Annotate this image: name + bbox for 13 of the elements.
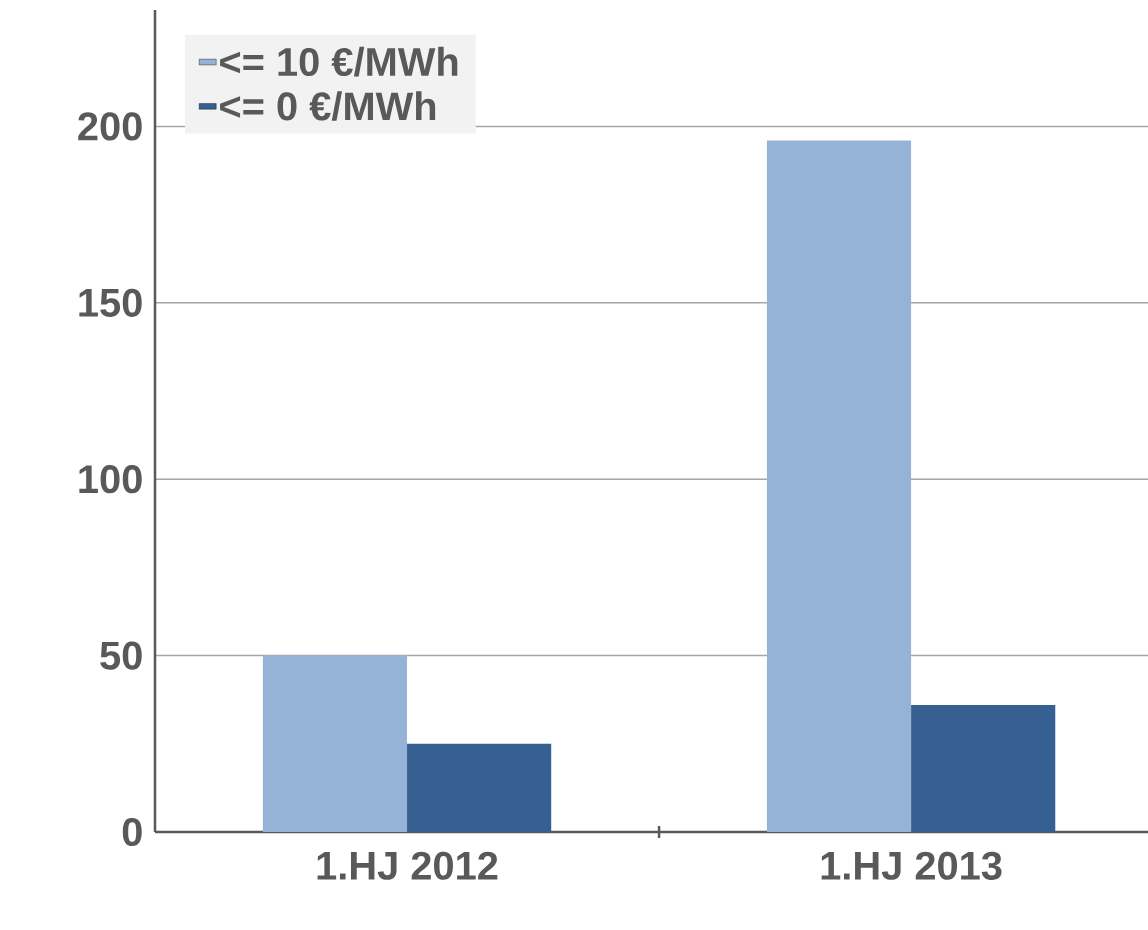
bar xyxy=(262,655,408,832)
y-tick-label: 50 xyxy=(100,641,142,670)
y-tick-label: 200 xyxy=(78,112,142,141)
y-tick-label: 150 xyxy=(79,288,142,317)
x-tick-label: 1.HJ 2012 xyxy=(317,851,498,880)
legend-label: <= 0 €/MWh xyxy=(220,91,436,121)
y-tick-label: 100 xyxy=(79,465,142,494)
x-tick-label: 1.HJ 2013 xyxy=(821,851,1002,880)
bar xyxy=(766,140,912,832)
y-tick-label: 0 xyxy=(122,817,142,847)
bar xyxy=(911,704,1056,832)
legend-label: <= 10 €/MWh xyxy=(220,46,458,77)
bar xyxy=(407,743,552,832)
